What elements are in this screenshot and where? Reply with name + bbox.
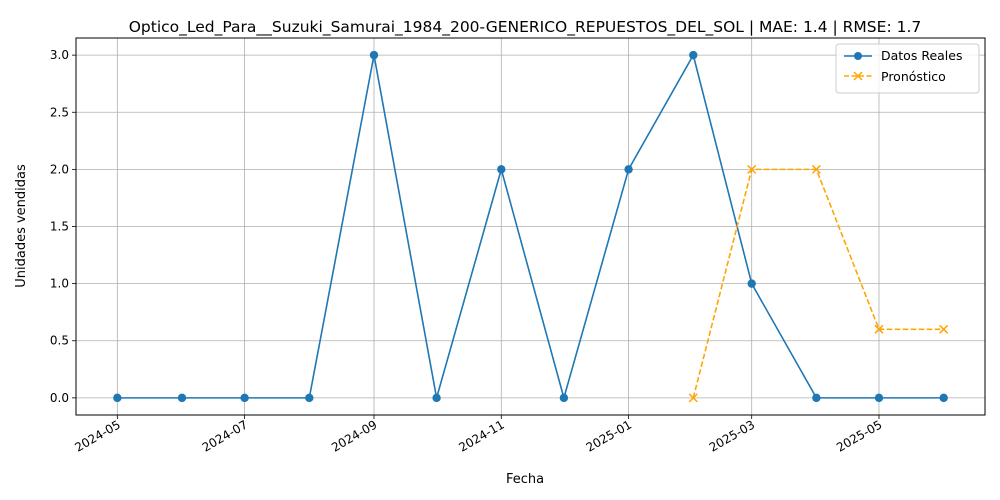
y-axis-label: Unidades vendidas bbox=[14, 164, 29, 288]
x-tick-label: 2024-09 bbox=[329, 417, 379, 454]
x-tick-label: 2024-11 bbox=[456, 417, 506, 454]
x-axis-label: Fecha bbox=[506, 472, 544, 487]
legend: Datos Reales Pronóstico bbox=[835, 43, 980, 94]
data-point-actual bbox=[874, 393, 884, 403]
data-point-actual bbox=[939, 393, 948, 403]
data-point-forecast bbox=[874, 324, 884, 334]
data-point-forecast bbox=[939, 324, 949, 334]
chart-title: Optico_Led_Para__Suzuki_Samurai_1984_200… bbox=[129, 18, 922, 37]
y-tick-label: 2.0 bbox=[50, 162, 69, 176]
data-point-actual bbox=[497, 165, 506, 174]
series-line-actual bbox=[117, 53, 944, 401]
y-tick-label: 2.5 bbox=[50, 105, 69, 119]
y-tick-label: 3.0 bbox=[50, 48, 69, 62]
y-tick-label: 0.5 bbox=[50, 334, 69, 348]
x-axis-ticks: 2024-05 2024-07 2024-09 2024-11 2025-01 2025-… bbox=[72, 415, 884, 455]
legend-marker-actual bbox=[854, 52, 862, 60]
y-tick-label: 1.0 bbox=[50, 277, 69, 291]
data-point-actual bbox=[432, 393, 441, 403]
data-point-actual bbox=[812, 393, 821, 403]
y-tick-label: 1.5 bbox=[50, 220, 69, 234]
legend-label-actual: Datos Reales bbox=[881, 48, 962, 63]
x-tick-label: 2025-01 bbox=[584, 417, 634, 454]
data-point-actual bbox=[369, 50, 379, 60]
legend-marker-forecast bbox=[853, 71, 863, 81]
data-point-forecast bbox=[688, 393, 698, 403]
data-point-actual bbox=[559, 393, 569, 403]
data-point-actual bbox=[240, 393, 249, 403]
data-point-actual bbox=[747, 279, 756, 288]
x-tick-label: 2025-05 bbox=[834, 417, 884, 454]
series-layer bbox=[113, 50, 949, 403]
x-tick-label: 2024-07 bbox=[200, 417, 250, 454]
data-point-actual bbox=[177, 393, 187, 403]
y-axis-ticks: 0.0 0.5 1.0 1.5 2.0 2.5 3.0 bbox=[50, 48, 76, 405]
data-point-actual bbox=[624, 165, 633, 174]
data-point-forecast bbox=[747, 164, 757, 174]
x-tick-label: 2025-03 bbox=[707, 417, 757, 454]
legend-label-forecast: Pronóstico bbox=[881, 69, 946, 84]
grid bbox=[76, 38, 985, 415]
data-point-actual bbox=[113, 393, 122, 403]
x-tick-label: 2024-05 bbox=[72, 417, 122, 454]
y-tick-label: 0.0 bbox=[50, 391, 69, 405]
data-point-actual bbox=[305, 393, 314, 403]
data-point-forecast bbox=[811, 164, 821, 174]
data-point-actual bbox=[689, 50, 698, 60]
